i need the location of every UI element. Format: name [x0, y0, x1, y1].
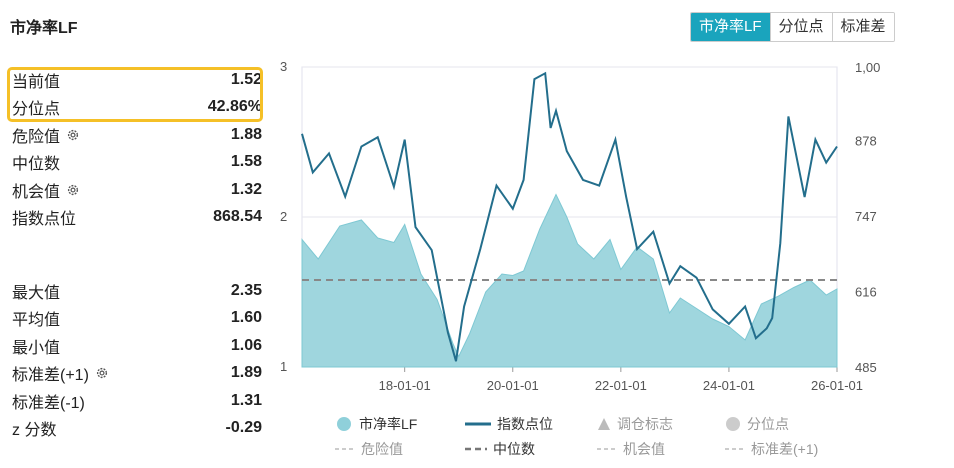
stat-row: 最大值 2.35: [8, 277, 266, 305]
stat-row: 危险值 1.88: [8, 121, 266, 149]
stat-label: 当前值: [12, 73, 61, 91]
stat-value: 1.88: [230, 125, 262, 143]
y-left-tick-label: 2: [280, 209, 287, 224]
legend-label: 危险值: [361, 441, 403, 457]
legend-item[interactable]: 机会值: [597, 439, 665, 459]
stat-row: 最小值 1.06: [8, 332, 266, 360]
x-tick-label: 22-01-01: [595, 378, 647, 393]
stat-label: 标准差(+1): [12, 361, 109, 385]
stats-bottom: 最大值 2.35 平均值 1.60 最小值 1.06 标准差(+1) 1.89 标准差(-1) 1…: [8, 277, 266, 442]
gear-icon[interactable]: [66, 128, 80, 142]
stat-row: 标准差(+1) 1.89: [8, 360, 266, 388]
stat-row: 机会值 1.32: [8, 176, 266, 204]
stat-row: z 分数 -0.29: [8, 415, 266, 443]
dashed-line-icon: [597, 448, 617, 450]
legend-circle-icon: [726, 417, 740, 431]
tab-stddev[interactable]: 标准差: [831, 13, 894, 41]
dashed-line-icon: [725, 448, 745, 450]
stat-label: 最小值: [12, 339, 61, 357]
stat-label: 危险值: [12, 123, 80, 147]
tab-percentile[interactable]: 分位点: [769, 13, 832, 41]
legend-item[interactable]: 指数点位: [465, 414, 553, 434]
gear-icon[interactable]: [66, 183, 80, 197]
stat-value: 1.89: [230, 364, 262, 382]
legend-label: 标准差(+1): [751, 441, 819, 457]
stat-label: 分位点: [12, 101, 61, 119]
legend-label: 指数点位: [497, 416, 553, 432]
index-line-series: [301, 71, 838, 362]
legend-label: 中位数: [493, 441, 535, 457]
stat-row: 分位点 42.86%: [8, 94, 266, 122]
dashed-line-icon: [465, 447, 487, 451]
triangle-icon: [598, 418, 610, 430]
stat-value: 42.86%: [207, 98, 262, 116]
x-tick-label: 20-01-01: [487, 378, 539, 393]
legend-label: 分位点: [747, 416, 789, 432]
x-tick-label: 26-01-01: [811, 378, 863, 393]
legend-item[interactable]: 标准差(+1): [725, 439, 818, 459]
legend-item[interactable]: 分位点: [725, 414, 789, 434]
legend-item[interactable]: 危险值: [335, 439, 403, 459]
dashed-line-icon: [335, 448, 355, 450]
stat-value: 868.54: [213, 208, 262, 226]
metric-tabs: 市净率LF 分位点 标准差: [690, 12, 895, 42]
stat-row: 当前值 1.52: [8, 66, 266, 94]
stat-value: 1.60: [230, 309, 262, 327]
stat-row: 标准差(-1) 1.31: [8, 387, 266, 415]
stat-row: 中位数 1.58: [8, 149, 266, 177]
y-right-tick-label: 878: [855, 134, 877, 149]
tab-pb[interactable]: 市净率LF: [691, 13, 770, 41]
stat-label: z 分数: [12, 422, 57, 440]
stat-label: 标准差(-1): [12, 394, 85, 412]
stat-label: 指数点位: [12, 211, 77, 229]
y-right-tick-label: 616: [855, 285, 877, 300]
y-left-tick-label: 1: [280, 359, 287, 374]
x-tick-label: 24-01-01: [703, 378, 755, 393]
legend-label: 调仓标志: [617, 416, 673, 432]
legend-item[interactable]: 中位数: [465, 439, 535, 459]
stat-value: 1.31: [230, 391, 262, 409]
stat-row: 平均值 1.60: [8, 305, 266, 333]
stat-label: 中位数: [12, 156, 61, 174]
stat-value: 1.58: [230, 153, 262, 171]
y-right-tick-label: 485: [855, 360, 877, 375]
page-title: 市净率LF: [10, 20, 78, 37]
legend-item[interactable]: 市净率LF: [335, 414, 417, 434]
y-right-tick-label: 1,006: [855, 60, 880, 75]
valuation-chart[interactable]: 1 2 3 485 616 747 878 1,006 18-01-01 20-01-01 22-0…: [270, 55, 880, 400]
legend-label: 市净率LF: [359, 416, 418, 432]
stat-value: -0.29: [225, 419, 262, 437]
stat-label: 最大值: [12, 284, 61, 302]
stat-value: 1.52: [230, 70, 262, 88]
x-tick-label: 18-01-01: [379, 378, 431, 393]
stat-label: 平均值: [12, 312, 61, 330]
stats-top: 当前值 1.52 分位点 42.86% 危险值 1.88 中位数 1.58 机会值 1.32 指数点…: [8, 66, 266, 231]
y-left-tick-label: 3: [280, 59, 287, 74]
legend-line-icon: [465, 422, 491, 426]
stat-value: 1.06: [230, 336, 262, 354]
stat-label: 机会值: [12, 178, 80, 202]
stat-value: 2.35: [230, 281, 262, 299]
legend-item[interactable]: 调仓标志: [597, 414, 673, 434]
gear-icon[interactable]: [95, 366, 109, 380]
y-right-tick-label: 747: [855, 209, 877, 224]
stat-value: 1.32: [230, 180, 262, 198]
stat-row: 指数点位 868.54: [8, 204, 266, 232]
legend-circle-icon: [337, 417, 351, 431]
legend-label: 机会值: [623, 441, 665, 457]
